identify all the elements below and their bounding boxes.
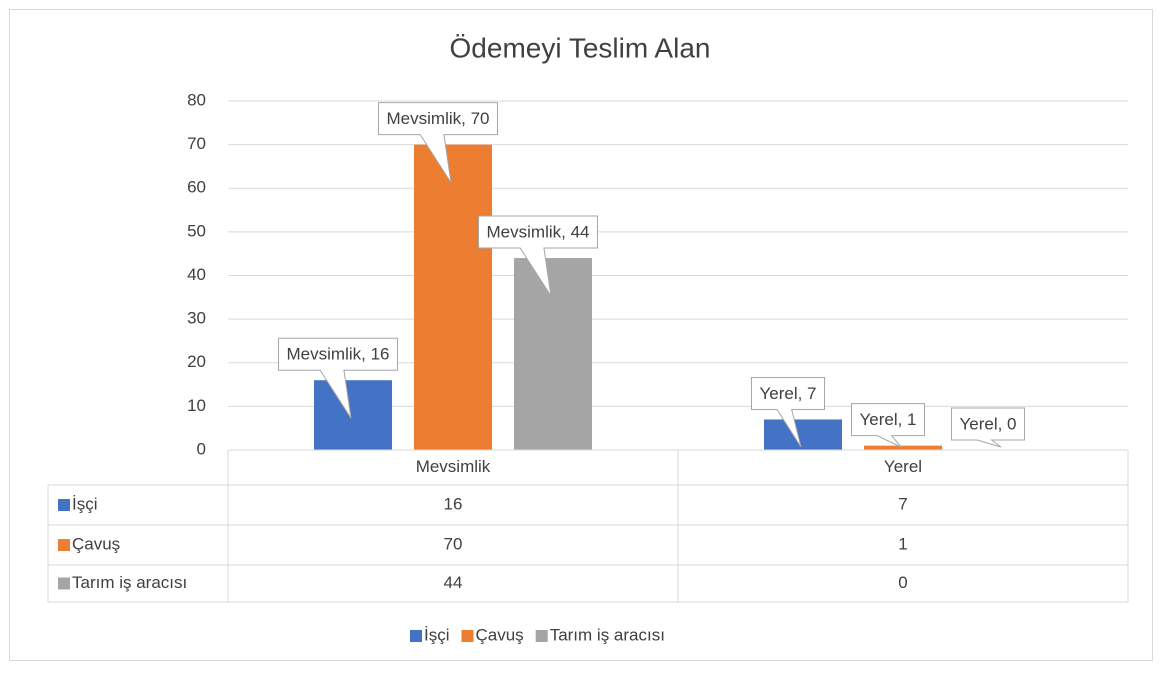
legend-label: Çavuş [476,625,524,644]
legend-label: İşçi [424,625,450,644]
legend-label: Tarım iş aracısı [550,625,665,644]
bar [514,258,592,450]
bar [864,445,942,450]
legend-swatch [58,499,70,511]
bar [314,380,392,450]
legend-swatch [461,630,474,642]
data-label: Yerel, 1 [859,410,916,429]
callout-box [278,337,398,419]
legend-swatch [58,577,70,590]
data-label: Mevsimlik, 16 [287,345,390,364]
table-cell: 7 [898,494,907,513]
legend-swatch [535,630,548,642]
callout-box [850,403,926,448]
x-tick-label: Yerel [884,457,922,476]
chart-title: Ödemeyi Teslim Alan [450,32,711,63]
table-row-label: İşçi [72,494,98,513]
data-label: Yerel, 7 [759,384,816,403]
legend-swatch [58,539,70,551]
table-row-label: Tarım iş aracısı [72,573,187,592]
callout-box [750,376,826,448]
y-tick-label: 70 [187,134,206,153]
data-label: Mevsimlik, 44 [487,223,590,242]
table-cell: 0 [898,573,907,592]
data-label: Yerel, 0 [959,414,1016,433]
bar [414,144,492,450]
y-tick-label: 80 [187,90,206,109]
table-row-label: Çavuş [72,534,120,553]
table-cell: 16 [444,494,463,513]
y-tick-label: 50 [187,221,206,240]
legend-swatch [410,630,422,642]
y-tick-label: 30 [187,309,206,328]
callout-box [950,407,1026,448]
y-tick-label: 20 [187,352,206,371]
x-tick-label: Mevsimlik [416,457,491,476]
bar [764,419,842,450]
callout-box [378,102,498,183]
table-cell: 44 [444,573,463,592]
y-tick-label: 60 [187,178,206,197]
table-cell: 1 [898,534,907,553]
y-tick-label: 40 [187,265,206,284]
y-tick-label: 10 [187,396,206,415]
y-tick-label: 0 [197,439,206,458]
callout-box [478,215,598,297]
data-label: Mevsimlik, 70 [387,109,490,128]
table-cell: 70 [444,534,463,553]
